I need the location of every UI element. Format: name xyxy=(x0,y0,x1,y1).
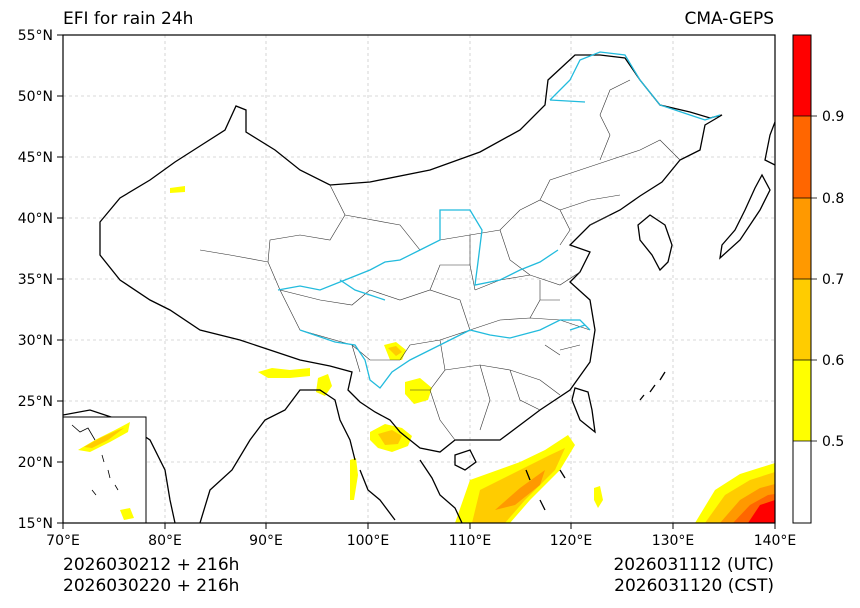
init-time-block: 2026030212 + 216h 2026030220 + 216h xyxy=(63,555,239,597)
lat-label: 55°N xyxy=(18,28,53,44)
colorbar-tick-label: 0.9 xyxy=(822,109,844,125)
init-time-utc: 2026030212 + 216h xyxy=(63,555,240,575)
lon-label: 80°E xyxy=(148,533,182,549)
inset-map xyxy=(62,416,147,524)
lon-label: 110°E xyxy=(449,533,492,549)
lat-label: 30°N xyxy=(18,333,53,349)
lat-label: 20°N xyxy=(18,455,53,471)
lon-label: 70°E xyxy=(46,533,80,549)
efi-shading xyxy=(170,186,775,523)
colorbar-tick-label: 0.5 xyxy=(822,434,844,450)
colorbar-band-white xyxy=(793,441,811,523)
lon-label: 140°E xyxy=(754,533,797,549)
colorbar-band-red xyxy=(793,35,811,116)
lon-label: 90°E xyxy=(249,533,283,549)
lon-label: 120°E xyxy=(550,533,593,549)
colorbar-frame xyxy=(792,34,812,524)
colorbar-tick-label: 0.7 xyxy=(822,272,844,288)
province-borders xyxy=(199,79,681,441)
lon-label: 100°E xyxy=(347,533,390,549)
colorbar-band-dark-orange xyxy=(793,116,811,198)
lon-labels: 70°E 80°E 90°E 100°E 110°E 120°E 130°E 1… xyxy=(46,533,796,549)
init-time-cst: 2026030220 + 216h xyxy=(63,576,240,596)
colorbar: 0.5 0.6 0.7 0.8 0.9 xyxy=(792,34,844,524)
lon-label: 130°E xyxy=(652,533,695,549)
valid-time-block: 2026031112 (UTC) 2026031120 (CST) xyxy=(613,555,774,597)
lat-label: 40°N xyxy=(18,211,53,227)
lat-labels: 55°N 50°N 45°N 40°N 35°N 30°N 25°N 20°N … xyxy=(18,28,53,532)
colorbar-band-gold xyxy=(793,279,811,360)
country-borders xyxy=(63,54,775,523)
lat-label: 35°N xyxy=(18,272,53,288)
colorbar-tick-label: 0.8 xyxy=(822,191,844,207)
map-title: EFI for rain 24h xyxy=(63,9,194,29)
colorbar-tick-label: 0.6 xyxy=(822,353,844,369)
lat-label: 45°N xyxy=(18,150,53,166)
axis-ticks xyxy=(57,34,776,529)
valid-time-cst: 2026031120 (CST) xyxy=(614,576,774,596)
valid-time-utc: 2026031112 (UTC) xyxy=(613,555,774,575)
lat-label: 50°N xyxy=(18,89,53,105)
model-name: CMA-GEPS xyxy=(684,9,774,29)
lat-label: 15°N xyxy=(18,516,53,532)
lat-label: 25°N xyxy=(18,394,53,410)
rivers xyxy=(277,51,721,389)
colorbar-band-orange xyxy=(793,198,811,279)
colorbar-band-yellow xyxy=(793,360,811,441)
